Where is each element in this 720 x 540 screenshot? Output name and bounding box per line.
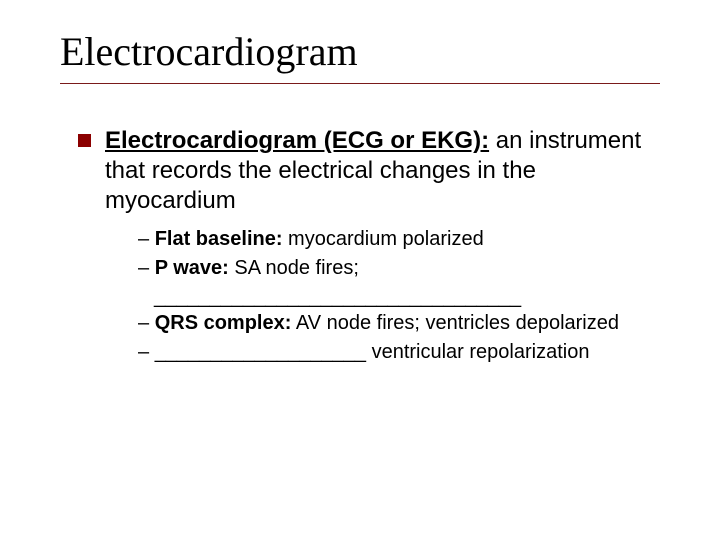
sub-label: QRS complex: (155, 312, 292, 334)
sub-label: Flat baseline: (155, 228, 283, 250)
dash: – (138, 257, 155, 279)
dash: – (138, 312, 155, 334)
bullet-square-icon (78, 134, 91, 147)
sub-list: – Flat baseline: myocardium polarized – … (138, 226, 670, 366)
blank-fill-line: _________________________________ (138, 284, 670, 310)
sub-label: P wave: (155, 257, 229, 279)
sub-text: SA node fires; (229, 257, 359, 279)
main-term: Electrocardiogram (ECG or EKG): (105, 127, 489, 154)
sub-item: – Flat baseline: myocardium polarized (138, 226, 670, 253)
sub-text: _________________________________ (154, 286, 521, 308)
sub-item: – QRS complex: AV node fires; ventricles… (138, 310, 670, 337)
dash: – (138, 341, 155, 363)
main-text: Electrocardiogram (ECG or EKG): an instr… (105, 126, 670, 216)
sub-item: – ___________________ ventricular repola… (138, 339, 670, 366)
slide-title: Electrocardiogram (60, 28, 670, 75)
slide-container: Electrocardiogram Electrocardiogram (ECG… (0, 0, 720, 408)
sub-text: AV node fires; ventricles depolarized (291, 312, 619, 334)
sub-text: ___________________ ventricular repolari… (155, 341, 590, 363)
title-underline (60, 83, 660, 84)
sub-item: – P wave: SA node fires; (138, 255, 670, 282)
dash: – (138, 228, 155, 250)
main-bullet: Electrocardiogram (ECG or EKG): an instr… (78, 126, 670, 216)
sub-text: myocardium polarized (283, 228, 484, 250)
